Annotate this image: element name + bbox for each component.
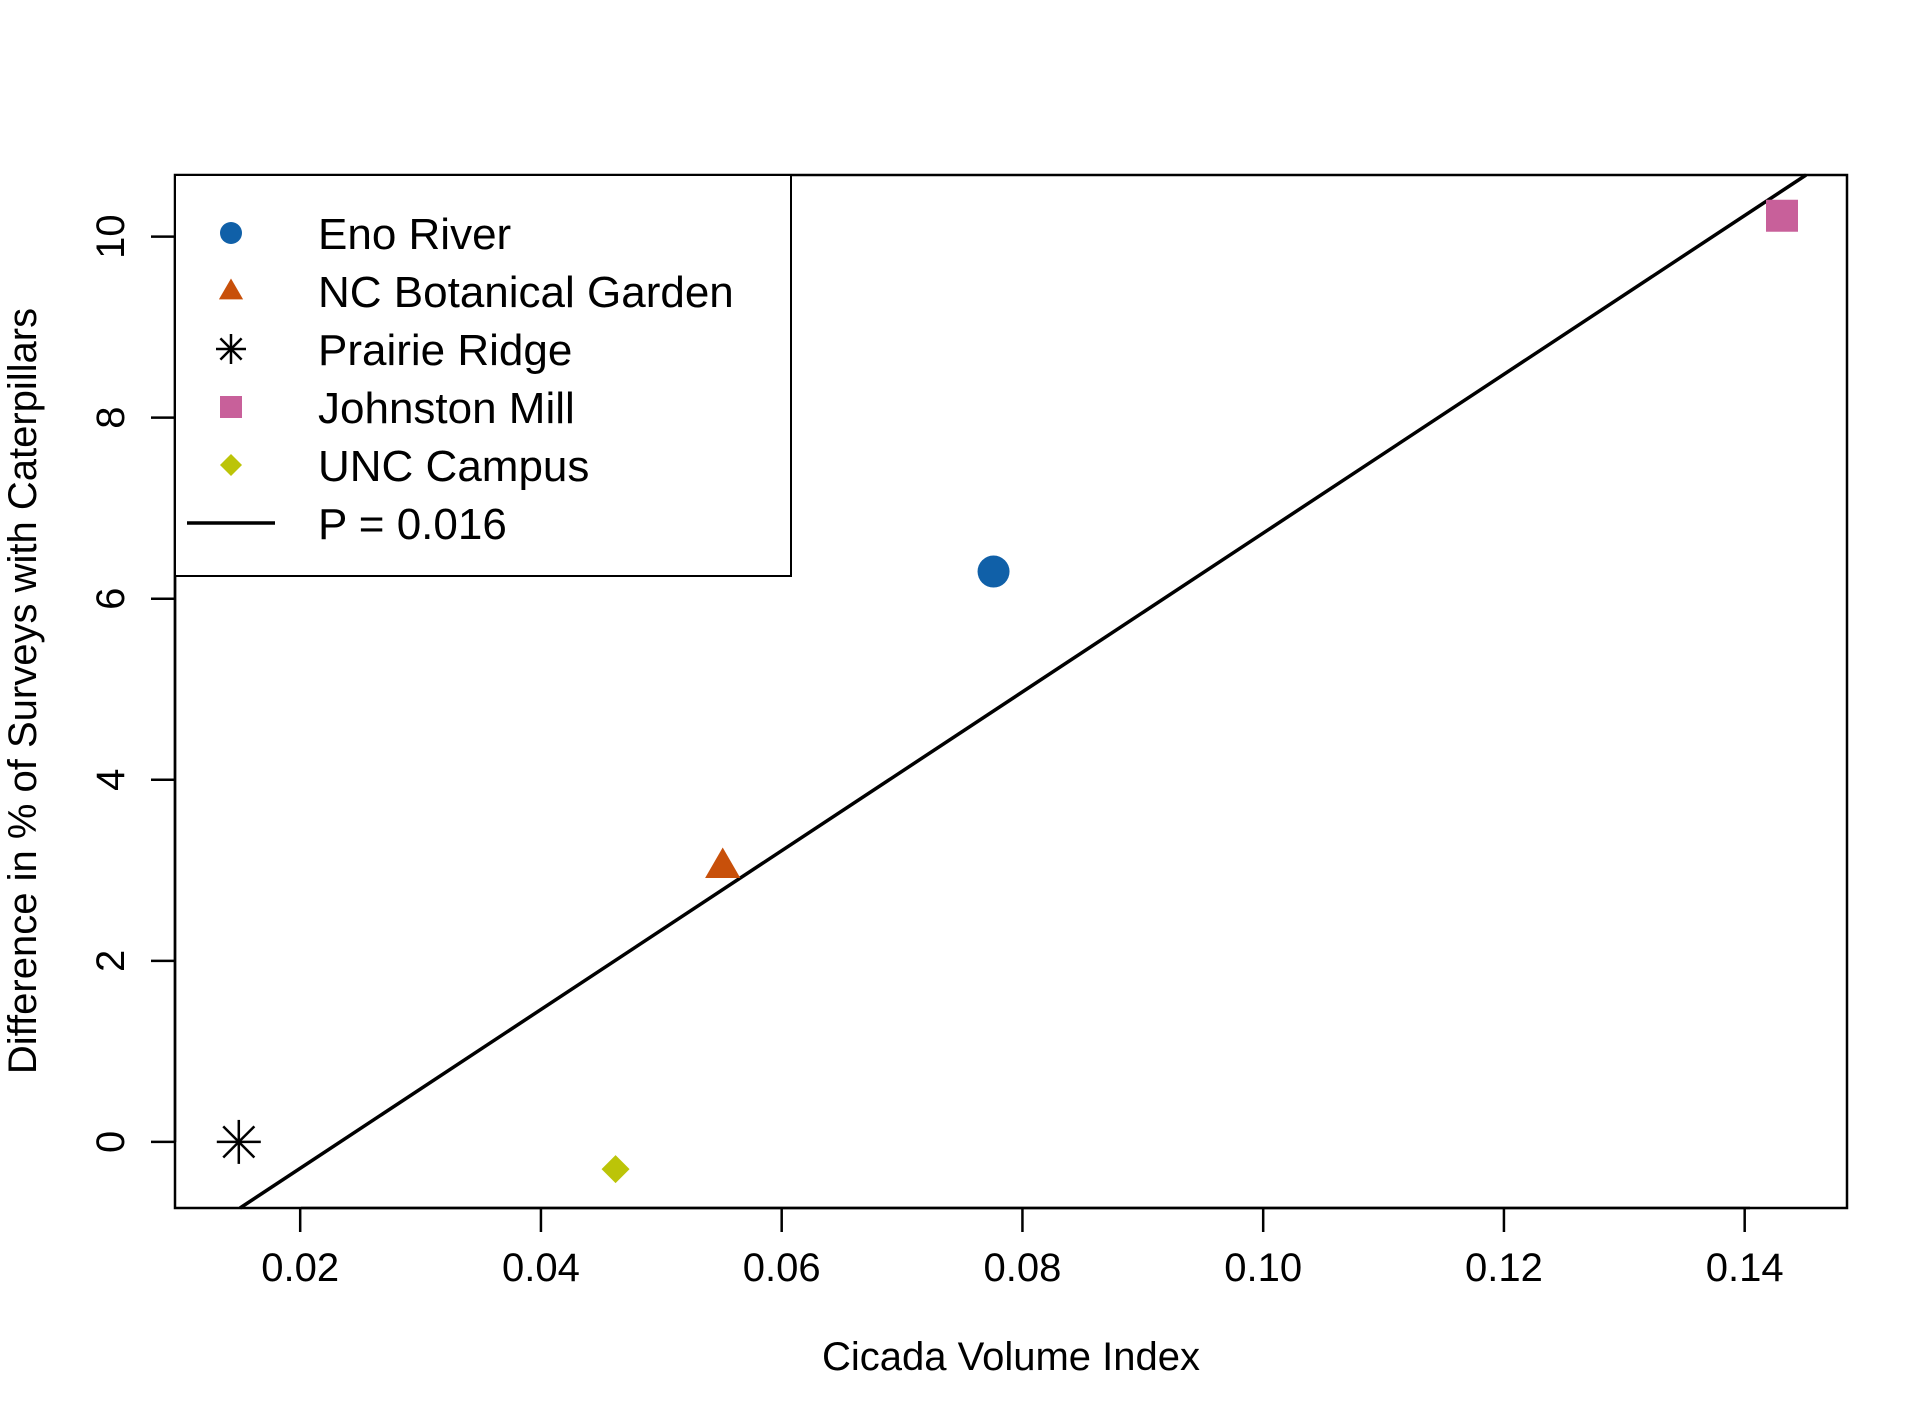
legend-label-nc-botanical-garden: NC Botanical Garden: [318, 268, 734, 317]
legend-symbol-unc-campus: [220, 454, 242, 476]
x-tick-label: 0.14: [1706, 1246, 1784, 1290]
y-tick-label: 6: [89, 588, 133, 610]
legend-symbol-eno-river: [220, 222, 242, 244]
x-tick-label: 0.10: [1224, 1246, 1302, 1290]
y-axis-title: Difference in % of Surveys with Caterpil…: [1, 308, 45, 1074]
legend-label-johnston-mill: Johnston Mill: [318, 384, 575, 433]
regression-line: [239, 173, 1808, 1210]
x-axis-title: Cicada Volume Index: [822, 1335, 1200, 1379]
point-prairie-ridge: [216, 1119, 261, 1164]
legend-symbol-prairie-ridge-stroke: [219, 337, 243, 361]
x-tick-label: 0.08: [984, 1246, 1062, 1290]
legend: Eno River NC Botanical Garden Prairie Ridg…: [174, 174, 792, 577]
legend-label-unc-campus: UNC Campus: [318, 442, 589, 491]
y-tick-label: 4: [89, 769, 133, 791]
legend-box: [174, 174, 792, 577]
x-tick-label: 0.02: [261, 1246, 339, 1290]
y-axis: 0 2 4 6 8 10: [89, 214, 177, 1153]
x-tick-label: 0.06: [743, 1246, 821, 1290]
point-eno-river: [977, 555, 1010, 588]
point-prairie-ridge-stroke: [222, 1125, 256, 1159]
legend-label-fit-line: P = 0.016: [318, 500, 507, 549]
x-tick-label: 0.04: [502, 1246, 580, 1290]
legend-symbol-nc-botanical-garden: [218, 278, 244, 300]
y-tick-label: 0: [89, 1131, 133, 1153]
point-nc-botanical-garden: [705, 847, 741, 878]
x-tick-label: 0.12: [1465, 1246, 1543, 1290]
y-tick-label: 8: [89, 407, 133, 429]
point-unc-campus: [601, 1155, 630, 1184]
legend-label-prairie-ridge: Prairie Ridge: [318, 326, 572, 375]
legend-symbol-prairie-ridge: [216, 334, 246, 364]
y-tick-label: 2: [89, 950, 133, 972]
point-johnston-mill: [1765, 199, 1798, 232]
x-axis: 0.02 0.04 0.06 0.08 0.10 0.12 0.14: [261, 1206, 1784, 1290]
y-tick-label: 10: [89, 214, 133, 259]
legend-label-eno-river: Eno River: [318, 210, 511, 259]
legend-symbol-johnston-mill: [220, 396, 242, 418]
